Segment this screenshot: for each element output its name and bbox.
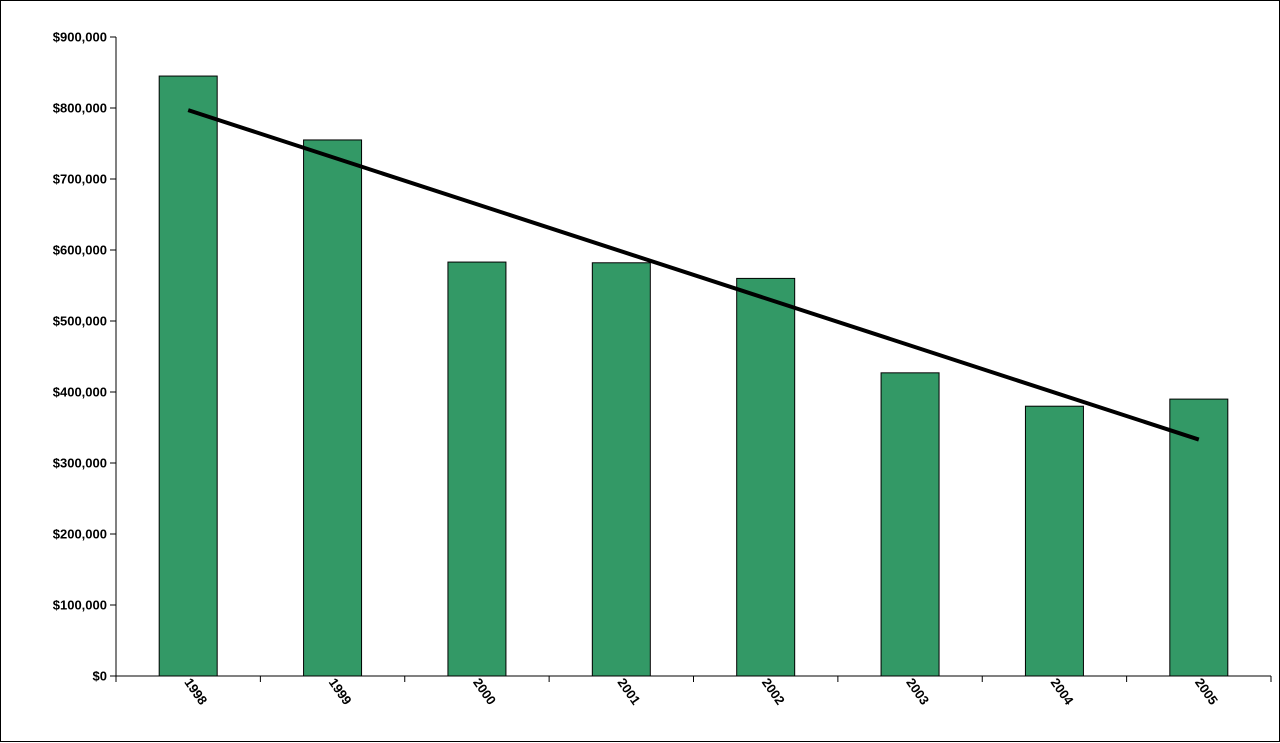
trendline (187, 108, 1200, 442)
bar-2001 (591, 262, 651, 677)
bar-1999 (303, 139, 363, 677)
y-tick-label: $100,000 (53, 598, 107, 613)
y-axis: $0 $100,000 $200,000 $300,000 $400,000 $500,0… (53, 30, 117, 684)
y-tick-label: $200,000 (53, 527, 107, 542)
y-tick-label: $600,000 (53, 243, 107, 258)
x-tick-label: 2002 (759, 675, 788, 707)
bar-2002 (736, 277, 796, 677)
x-tick-label: 2001 (615, 675, 644, 707)
x-tick-label: 1999 (326, 675, 355, 707)
bar-2003 (880, 372, 940, 677)
x-axis: 1998 1999 2000 2001 2002 2003 2004 2005 (115, 675, 1272, 708)
y-tick-label: $500,000 (53, 314, 107, 329)
y-tick-label: $700,000 (53, 172, 107, 187)
x-tick-label: 1998 (181, 675, 210, 707)
x-tick-label: 2005 (1192, 675, 1221, 707)
bars (158, 75, 1229, 677)
y-tick-label: $300,000 (53, 456, 107, 471)
y-tick-label: $900,000 (53, 30, 107, 45)
bar-2000 (447, 261, 507, 677)
x-tick-label: 2003 (903, 675, 932, 707)
x-tick-label: 2000 (470, 675, 499, 707)
bar-1998 (158, 75, 218, 677)
y-tick-label: $800,000 (53, 101, 107, 116)
y-tick-label: $0 (93, 669, 107, 684)
bar-2004 (1024, 405, 1084, 677)
bar-2005 (1169, 398, 1229, 677)
y-tick-label: $400,000 (53, 385, 107, 400)
trendline-line (187, 108, 1200, 442)
x-tick-label: 2004 (1048, 675, 1077, 708)
